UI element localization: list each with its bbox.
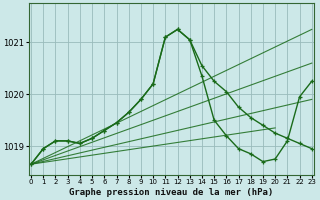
- X-axis label: Graphe pression niveau de la mer (hPa): Graphe pression niveau de la mer (hPa): [69, 188, 274, 197]
